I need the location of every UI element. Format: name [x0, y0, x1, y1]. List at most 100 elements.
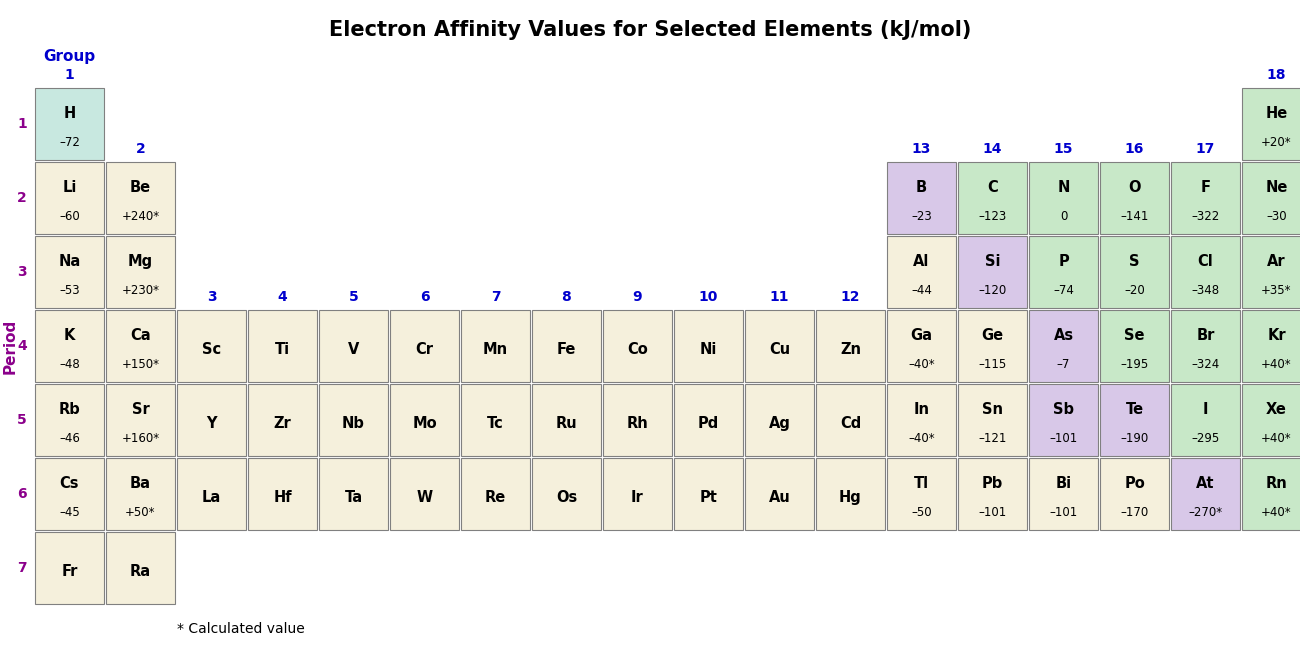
- Text: C: C: [987, 180, 998, 196]
- Text: Cu: Cu: [768, 342, 790, 357]
- Text: 10: 10: [699, 290, 718, 304]
- Text: Se: Se: [1124, 329, 1145, 343]
- Bar: [107, 458, 176, 530]
- Text: Nb: Nb: [342, 416, 365, 431]
- Bar: [887, 236, 956, 308]
- Text: +240*: +240*: [121, 209, 160, 222]
- Bar: [1030, 384, 1098, 456]
- Bar: [745, 458, 814, 530]
- Text: Ir: Ir: [630, 490, 644, 505]
- Text: –121: –121: [979, 432, 1006, 445]
- Text: Cs: Cs: [60, 476, 79, 491]
- Text: +50*: +50*: [125, 505, 156, 518]
- Text: Period: Period: [3, 318, 17, 374]
- Text: –295: –295: [1191, 432, 1219, 445]
- Bar: [248, 310, 317, 382]
- Bar: [35, 162, 104, 234]
- Bar: [1242, 458, 1300, 530]
- Bar: [532, 310, 601, 382]
- Bar: [462, 458, 530, 530]
- Text: 1: 1: [17, 117, 27, 131]
- Text: 14: 14: [983, 142, 1002, 156]
- Text: Zn: Zn: [840, 342, 861, 357]
- Bar: [107, 162, 176, 234]
- Text: –30: –30: [1266, 209, 1287, 222]
- Text: –74: –74: [1053, 284, 1074, 297]
- Bar: [958, 310, 1027, 382]
- Text: Xe: Xe: [1266, 402, 1287, 417]
- Bar: [816, 384, 885, 456]
- Text: Bi: Bi: [1056, 476, 1071, 491]
- Bar: [1242, 88, 1300, 160]
- Bar: [35, 88, 104, 160]
- Text: –190: –190: [1121, 432, 1149, 445]
- Text: Co: Co: [627, 342, 647, 357]
- Text: W: W: [416, 490, 433, 505]
- Text: 4: 4: [17, 339, 27, 353]
- Text: +40*: +40*: [1261, 432, 1292, 445]
- Text: 13: 13: [911, 142, 931, 156]
- Text: Fr: Fr: [61, 564, 78, 579]
- Bar: [318, 458, 387, 530]
- Bar: [390, 458, 459, 530]
- Text: As: As: [1053, 329, 1074, 343]
- Bar: [35, 236, 104, 308]
- Text: Tc: Tc: [488, 416, 504, 431]
- Text: Rh: Rh: [627, 416, 649, 431]
- Text: 6: 6: [420, 290, 429, 304]
- Bar: [887, 162, 956, 234]
- Text: Cr: Cr: [416, 342, 433, 357]
- Text: –20: –20: [1124, 284, 1145, 297]
- Bar: [887, 458, 956, 530]
- Text: Ni: Ni: [699, 342, 718, 357]
- Text: 3: 3: [207, 290, 216, 304]
- Text: +160*: +160*: [121, 432, 160, 445]
- Bar: [462, 384, 530, 456]
- Bar: [958, 236, 1027, 308]
- Text: Zr: Zr: [273, 416, 291, 431]
- Text: 0: 0: [1060, 209, 1067, 222]
- Text: +40*: +40*: [1261, 358, 1292, 371]
- Text: Pb: Pb: [982, 476, 1004, 491]
- Text: 9: 9: [633, 290, 642, 304]
- Text: Pt: Pt: [699, 490, 718, 505]
- Text: O: O: [1128, 180, 1141, 196]
- Text: Sc: Sc: [202, 342, 221, 357]
- Text: –123: –123: [979, 209, 1006, 222]
- Text: 16: 16: [1124, 142, 1144, 156]
- Bar: [673, 310, 744, 382]
- Text: Mo: Mo: [412, 416, 437, 431]
- Bar: [1171, 384, 1240, 456]
- Bar: [177, 310, 246, 382]
- Text: Kr: Kr: [1268, 329, 1286, 343]
- Text: At: At: [1196, 476, 1214, 491]
- Bar: [248, 458, 317, 530]
- Text: Tl: Tl: [914, 476, 930, 491]
- Text: Mn: Mn: [482, 342, 508, 357]
- Bar: [603, 384, 672, 456]
- Bar: [35, 532, 104, 604]
- Text: Cd: Cd: [840, 416, 861, 431]
- Text: –195: –195: [1121, 358, 1149, 371]
- Text: Sn: Sn: [982, 402, 1004, 417]
- Text: Os: Os: [556, 490, 577, 505]
- Text: K: K: [64, 329, 75, 343]
- Text: Li: Li: [62, 180, 77, 196]
- Text: I: I: [1202, 402, 1208, 417]
- Text: Po: Po: [1124, 476, 1145, 491]
- Text: +35*: +35*: [1261, 284, 1292, 297]
- Text: 17: 17: [1196, 142, 1216, 156]
- Text: –141: –141: [1121, 209, 1149, 222]
- Text: Br: Br: [1196, 329, 1214, 343]
- Text: Cl: Cl: [1197, 255, 1213, 270]
- Text: 4: 4: [278, 290, 287, 304]
- Text: –101: –101: [1049, 432, 1078, 445]
- Bar: [887, 310, 956, 382]
- Text: –46: –46: [58, 432, 79, 445]
- Text: * Calculated value: * Calculated value: [177, 622, 304, 636]
- Bar: [462, 310, 530, 382]
- Bar: [107, 532, 176, 604]
- Text: 8: 8: [562, 290, 572, 304]
- Text: –60: –60: [58, 209, 79, 222]
- Text: +150*: +150*: [121, 358, 160, 371]
